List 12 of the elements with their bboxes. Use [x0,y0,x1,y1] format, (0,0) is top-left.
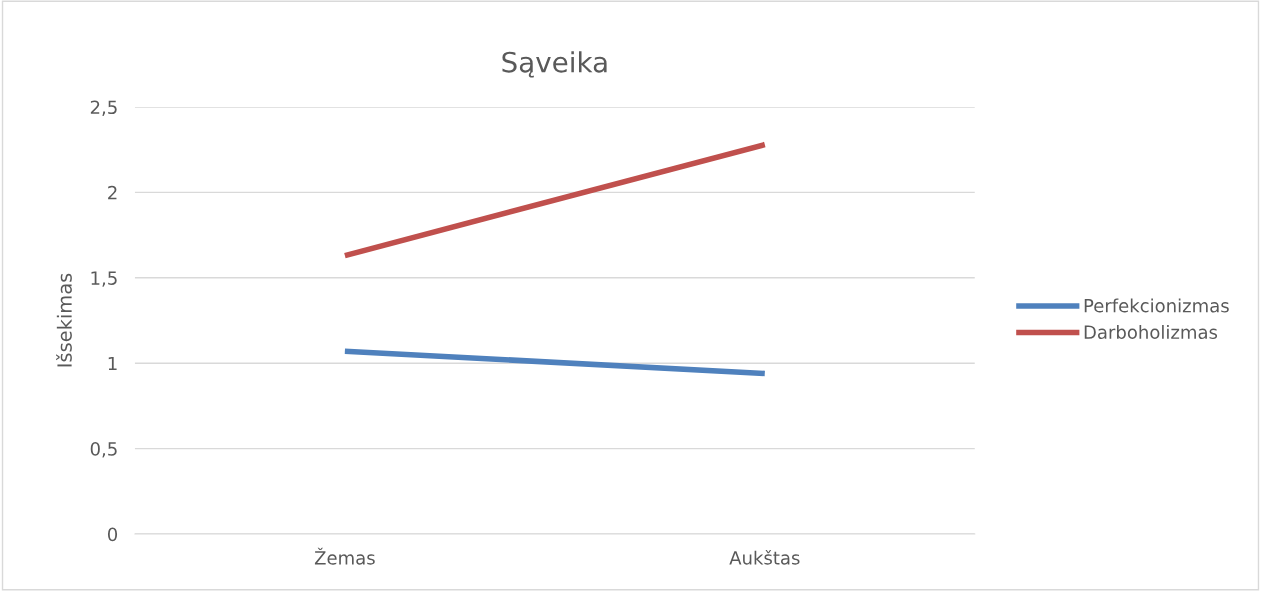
y-tick-label: 0 [107,527,118,542]
x-tick-label: Žemas [314,547,375,565]
x-tick-label: Aukštas [729,549,800,565]
legend-label: Darboholizmas [1084,325,1218,339]
y-tick-label: 0,5 [90,442,117,458]
y-tick-label: 1 [108,356,117,371]
y-tick-label: 2,5 [90,100,117,116]
chart-title: Sąveika [502,51,607,78]
y-tick-label: 2 [108,185,117,200]
legend-label: Perfekcionizmas [1084,298,1229,313]
y-tick-label: 1,5 [91,271,117,287]
y-axis-title: Išsekimas [56,273,72,367]
